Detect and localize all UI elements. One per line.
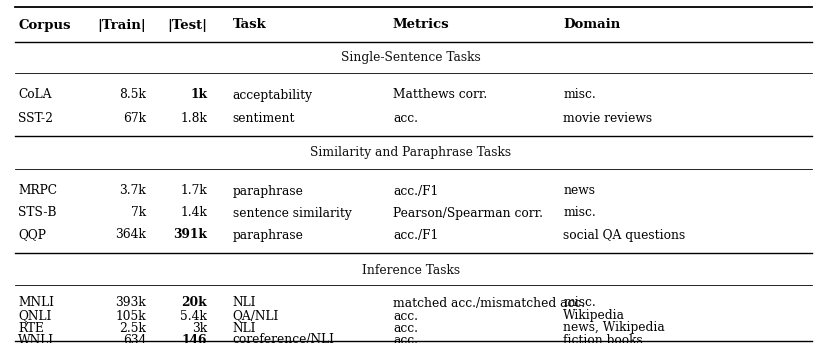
Text: |Test|: |Test| (167, 19, 207, 32)
Text: 5.4k: 5.4k (180, 309, 207, 322)
Text: 393k: 393k (116, 296, 146, 309)
Text: RTE: RTE (18, 321, 44, 334)
Text: sentence similarity: sentence similarity (233, 206, 351, 220)
Text: acc.: acc. (393, 333, 418, 343)
Text: Corpus: Corpus (18, 19, 71, 32)
Text: MNLI: MNLI (18, 296, 54, 309)
Text: 2.5k: 2.5k (119, 321, 146, 334)
Text: 634: 634 (122, 333, 146, 343)
Text: QQP: QQP (18, 228, 46, 241)
Text: Pearson/Spearman corr.: Pearson/Spearman corr. (393, 206, 543, 220)
Text: matched acc./mismatched acc.: matched acc./mismatched acc. (393, 296, 585, 309)
Text: misc.: misc. (563, 206, 596, 220)
Text: Inference Tasks: Inference Tasks (362, 263, 460, 276)
Text: WNLI: WNLI (18, 333, 54, 343)
Text: SST-2: SST-2 (18, 111, 53, 125)
Text: misc.: misc. (563, 88, 596, 102)
Text: |Train|: |Train| (98, 19, 146, 32)
Text: 3k: 3k (192, 321, 207, 334)
Text: 1.4k: 1.4k (180, 206, 207, 220)
Text: 67k: 67k (123, 111, 146, 125)
Text: QNLI: QNLI (18, 309, 52, 322)
Text: news, Wikipedia: news, Wikipedia (563, 321, 665, 334)
Text: paraphrase: paraphrase (233, 228, 303, 241)
Text: 1k: 1k (190, 88, 207, 102)
Text: Matthews corr.: Matthews corr. (393, 88, 487, 102)
Text: 8.5k: 8.5k (119, 88, 146, 102)
Text: 1.7k: 1.7k (180, 185, 207, 198)
Text: 7k: 7k (132, 206, 146, 220)
Text: news: news (563, 185, 595, 198)
Text: acc./F1: acc./F1 (393, 185, 438, 198)
Text: Similarity and Paraphrase Tasks: Similarity and Paraphrase Tasks (311, 146, 511, 159)
Text: 3.7k: 3.7k (119, 185, 146, 198)
Text: acc.: acc. (393, 321, 418, 334)
Text: Single-Sentence Tasks: Single-Sentence Tasks (341, 50, 481, 63)
Text: acc.: acc. (393, 309, 418, 322)
Text: movie reviews: movie reviews (563, 111, 652, 125)
Text: sentiment: sentiment (233, 111, 295, 125)
Text: CoLA: CoLA (18, 88, 52, 102)
Text: coreference/NLI: coreference/NLI (233, 333, 335, 343)
Text: acc./F1: acc./F1 (393, 228, 438, 241)
Text: MRPC: MRPC (18, 185, 57, 198)
Text: Wikipedia: Wikipedia (563, 309, 625, 322)
Text: QA/NLI: QA/NLI (233, 309, 279, 322)
Text: misc.: misc. (563, 296, 596, 309)
Text: STS-B: STS-B (18, 206, 57, 220)
Text: Domain: Domain (563, 19, 621, 32)
Text: Metrics: Metrics (393, 19, 450, 32)
Text: Task: Task (233, 19, 266, 32)
Text: 146: 146 (182, 333, 207, 343)
Text: 364k: 364k (115, 228, 146, 241)
Text: acc.: acc. (393, 111, 418, 125)
Text: 391k: 391k (173, 228, 207, 241)
Text: 1.8k: 1.8k (180, 111, 207, 125)
Text: 105k: 105k (116, 309, 146, 322)
Text: 20k: 20k (182, 296, 207, 309)
Text: NLI: NLI (233, 296, 256, 309)
Text: fiction books: fiction books (563, 333, 643, 343)
Text: social QA questions: social QA questions (563, 228, 686, 241)
Text: acceptability: acceptability (233, 88, 312, 102)
Text: paraphrase: paraphrase (233, 185, 303, 198)
Text: NLI: NLI (233, 321, 256, 334)
